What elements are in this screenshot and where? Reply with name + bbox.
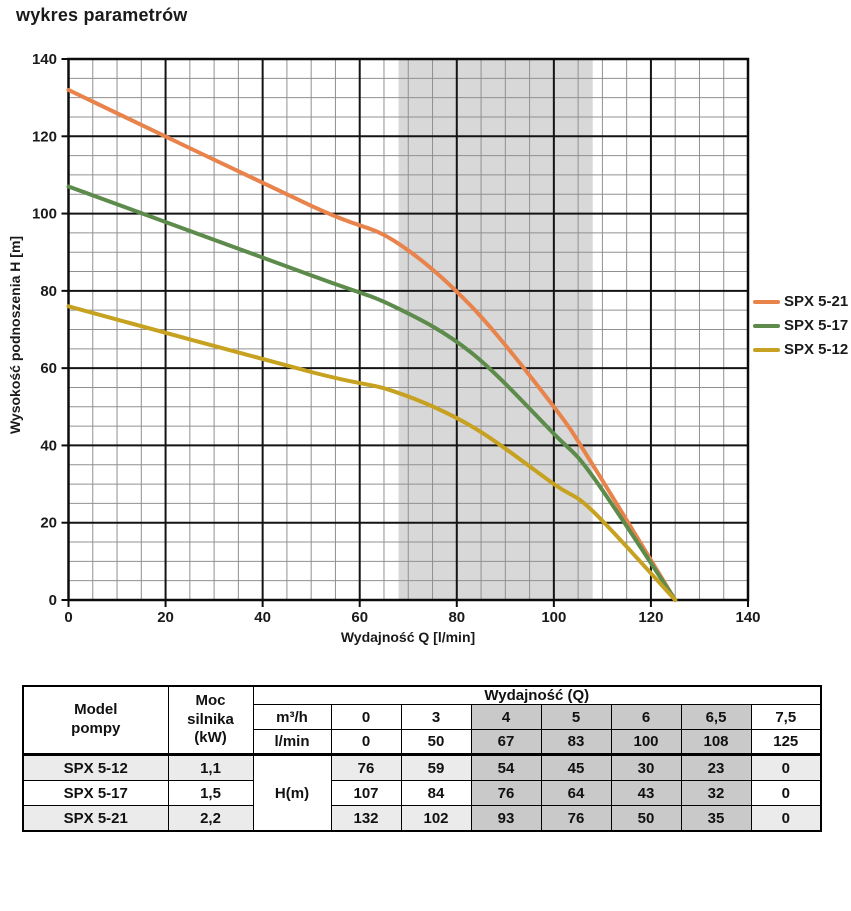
x-tick-label: 120 [638,609,663,626]
parameters-table: Model pompy Moc silnika (kW) Wydajność (Q)… [22,685,822,832]
model-header: Model pompy [22,685,169,756]
y-tick-label: 0 [49,592,57,609]
chart-generated: 0 20 40 60 80 100 120 140 0 20 40 60 80 100 120 140 [32,51,761,626]
power-cell: 2,2 [167,805,254,832]
head-value-cell: 30 [610,754,682,781]
y-tick-label: 100 [32,206,57,223]
model-cell: SPX 5-17 [22,780,169,806]
x-tick-label: 100 [541,609,566,626]
parameters-chart: 0 20 40 60 80 100 120 140 0 20 40 60 80 100 120 140 Wyd… [7,51,761,645]
x-tick-label: 0 [64,609,72,626]
head-value-cell: 76 [330,754,402,781]
flow-lmin-cell: 0 [330,729,402,756]
model-cell: SPX 5-12 [22,754,169,781]
head-value-cell: 93 [470,805,542,832]
head-value-cell: 45 [540,754,612,781]
flow-m3h-cell: 0 [330,704,402,730]
flow-m3h-cell: 3 [400,704,472,730]
head-value-cell: 0 [750,754,822,781]
flow-lmin-cell: 125 [750,729,822,756]
flow-lmin-cell: 83 [540,729,612,756]
flow-m3h-cell: 5 [540,704,612,730]
head-value-cell: 59 [400,754,472,781]
head-value-cell: 132 [330,805,402,832]
head-unit-label: H(m) [252,754,332,832]
head-value-cell: 0 [750,805,822,832]
flow-lmin-cell: 67 [470,729,542,756]
head-value-cell: 64 [540,780,612,806]
legend-label: SPX 5-21 [784,293,849,310]
x-tick-label: 40 [254,609,271,626]
power-header: Moc silnika (kW) [167,685,254,756]
chart-legend: SPX 5-21 SPX 5-17 SPX 5-12 [753,292,848,359]
head-value-cell: 107 [330,780,402,806]
series-curve-SPX-5-17 [66,184,678,602]
flow-lmin-cell: 108 [680,729,752,756]
legend-item: SPX 5-21 [753,292,848,311]
head-value-cell: 35 [680,805,752,832]
legend-swatch-icon [753,347,780,352]
unit-lmin-label: l/min [252,729,332,756]
legend-swatch-icon [753,323,780,328]
head-value-cell: 50 [610,805,682,832]
y-tick-label: 60 [40,360,57,377]
x-tick-label: 60 [351,609,368,626]
power-cell: 1,1 [167,754,254,781]
y-tick-label: 40 [40,437,57,454]
power-cell: 1,5 [167,780,254,806]
flow-header: Wydajność (Q) [252,685,822,705]
legend-swatch-icon [753,299,780,304]
head-value-cell: 102 [400,805,472,832]
head-value-cell: 23 [680,754,752,781]
model-cell: SPX 5-21 [22,805,169,832]
head-value-cell: 0 [750,780,822,806]
series-curve-SPX-5-21 [66,87,678,602]
unit-m3h-label: m³/h [252,704,332,730]
flow-lmin-cell: 50 [400,729,472,756]
y-tick-label: 120 [32,128,57,145]
x-tick-label: 140 [735,609,760,626]
flow-m3h-cell: 7,5 [750,704,822,730]
flow-lmin-cell: 100 [610,729,682,756]
power-header-text: Moc silnika (kW) [187,691,234,747]
plot-border [67,57,750,602]
head-value-cell: 84 [400,780,472,806]
y-tick-label: 20 [40,515,57,532]
head-value-cell: 76 [540,805,612,832]
model-header-text: Model pompy [71,701,121,737]
x-axis-title: Wydajność Q [l/min] [341,629,475,645]
head-value-cell: 43 [610,780,682,806]
y-axis-title: Wysokość podnoszenia H [m] [7,236,23,434]
flow-m3h-cell: 6,5 [680,704,752,730]
x-tick-label: 80 [448,609,465,626]
head-value-cell: 76 [470,780,542,806]
y-tick-label: 80 [40,283,57,300]
legend-label: SPX 5-12 [784,341,849,358]
page-title: wykres parametrów [16,5,188,25]
head-value-cell: 54 [470,754,542,781]
legend-label: SPX 5-17 [784,317,849,334]
flow-m3h-cell: 6 [610,704,682,730]
flow-m3h-cell: 4 [470,704,542,730]
series-curve-SPX-5-12 [66,304,678,602]
x-tick-label: 20 [157,609,174,626]
y-tick-label: 140 [32,51,57,68]
legend-item: SPX 5-12 [753,340,848,359]
head-value-cell: 32 [680,780,752,806]
legend-item: SPX 5-17 [753,316,848,335]
